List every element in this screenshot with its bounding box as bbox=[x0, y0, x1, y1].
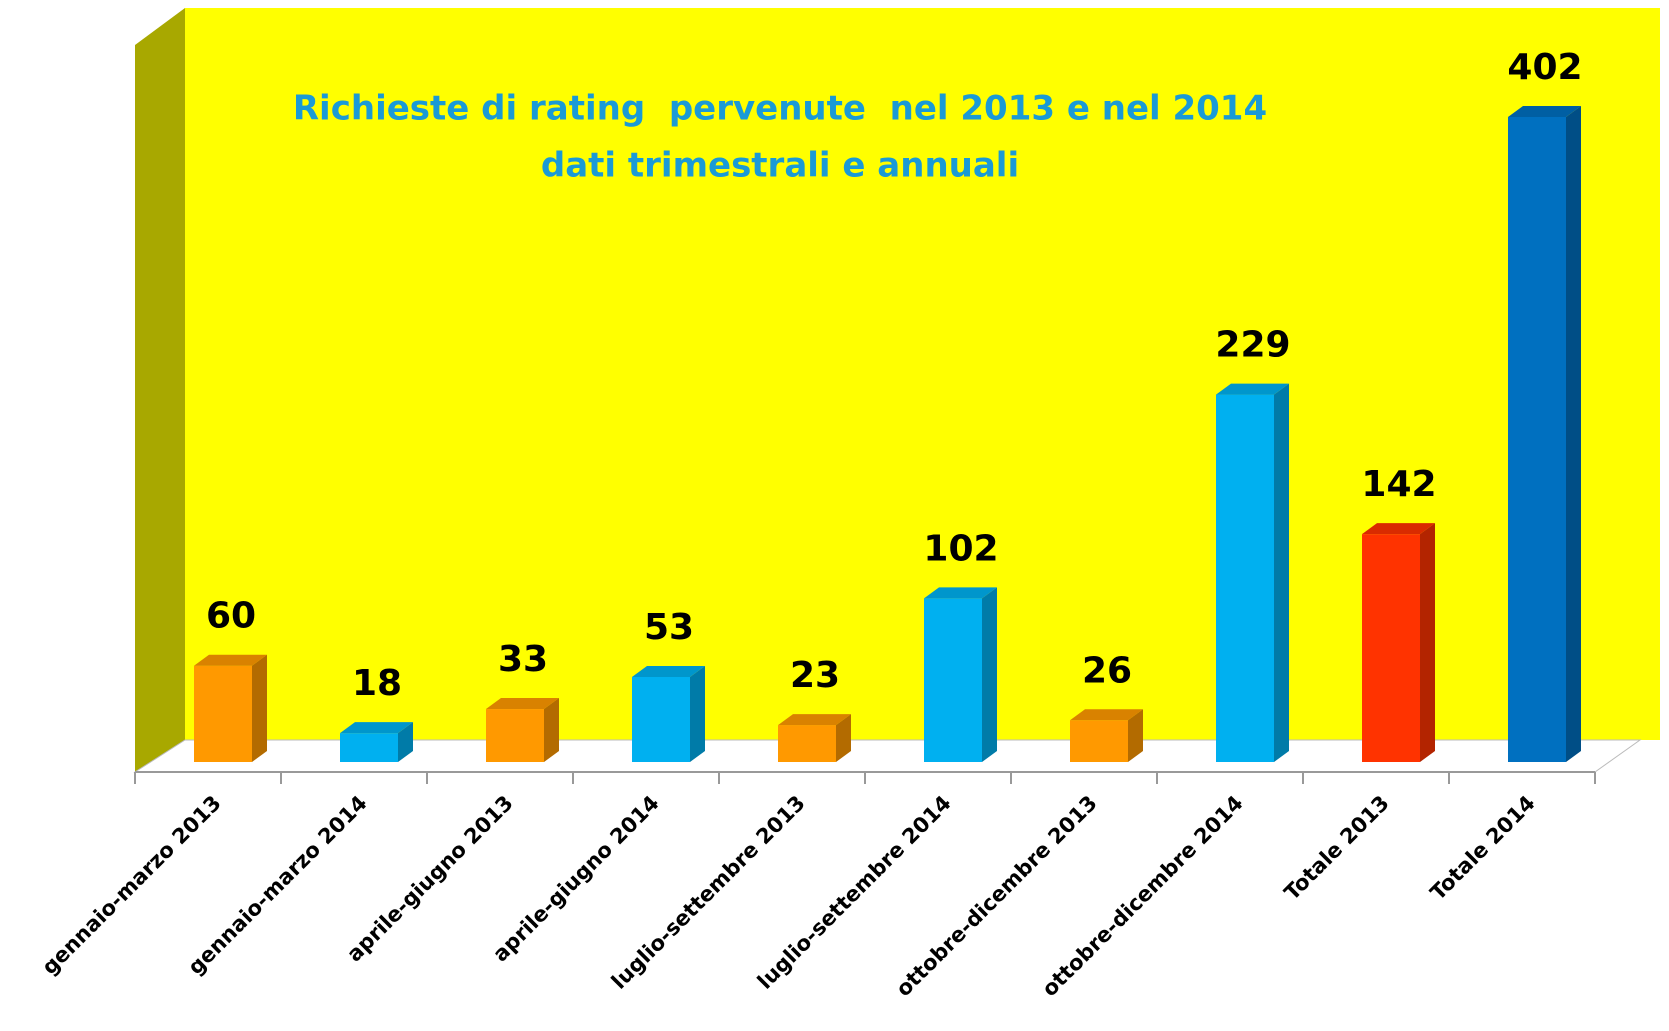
value-label: 102 bbox=[923, 528, 998, 569]
bar bbox=[340, 733, 398, 762]
x-tick-label: aprile-giugno 2014 bbox=[488, 791, 664, 967]
bar-side bbox=[398, 722, 413, 762]
bar bbox=[632, 676, 690, 762]
value-label: 229 bbox=[1215, 325, 1290, 366]
value-label: 26 bbox=[1082, 650, 1132, 691]
bar-side bbox=[690, 665, 705, 762]
bar-top bbox=[1362, 523, 1435, 535]
value-label: 18 bbox=[352, 663, 402, 704]
bar-top bbox=[1216, 383, 1289, 395]
bar bbox=[1362, 534, 1420, 762]
chart-title: Richieste di rating pervenute nel 2013 e… bbox=[293, 89, 1267, 129]
bar bbox=[486, 709, 544, 762]
bar-top bbox=[1070, 709, 1143, 721]
x-tick-label: aprile-giugno 2013 bbox=[342, 791, 518, 967]
value-label: 142 bbox=[1361, 464, 1436, 505]
bar bbox=[194, 665, 252, 762]
bar-side bbox=[1274, 383, 1289, 762]
bar-side bbox=[1128, 709, 1143, 762]
x-tick-label: Totale 2014 bbox=[1426, 791, 1540, 905]
bar-top bbox=[778, 714, 851, 726]
bar-top bbox=[924, 587, 997, 599]
bar bbox=[1508, 117, 1566, 762]
bar bbox=[924, 598, 982, 762]
chart-subtitle: dati trimestrali e annuali bbox=[541, 146, 1019, 186]
bar bbox=[1070, 720, 1128, 762]
bar-side bbox=[252, 654, 267, 762]
value-label: 53 bbox=[644, 607, 694, 648]
bar-top bbox=[632, 665, 705, 677]
value-label: 23 bbox=[790, 655, 840, 696]
bar-top bbox=[340, 722, 413, 734]
bar-side bbox=[982, 587, 997, 762]
bar-side bbox=[1566, 106, 1581, 762]
bar bbox=[1216, 394, 1274, 762]
side-wall bbox=[135, 8, 185, 772]
bar-side bbox=[836, 714, 851, 762]
bar-side bbox=[1420, 523, 1435, 762]
bar-top bbox=[486, 698, 559, 710]
value-label: 33 bbox=[498, 639, 548, 680]
bar-top bbox=[194, 654, 267, 666]
value-label: 402 bbox=[1507, 47, 1582, 88]
x-tick-label: Totale 2013 bbox=[1280, 791, 1394, 905]
bar-side bbox=[544, 698, 559, 762]
value-label: 60 bbox=[206, 596, 256, 637]
back-wall bbox=[185, 8, 1660, 740]
bar bbox=[778, 725, 836, 762]
bar-top bbox=[1508, 106, 1581, 117]
